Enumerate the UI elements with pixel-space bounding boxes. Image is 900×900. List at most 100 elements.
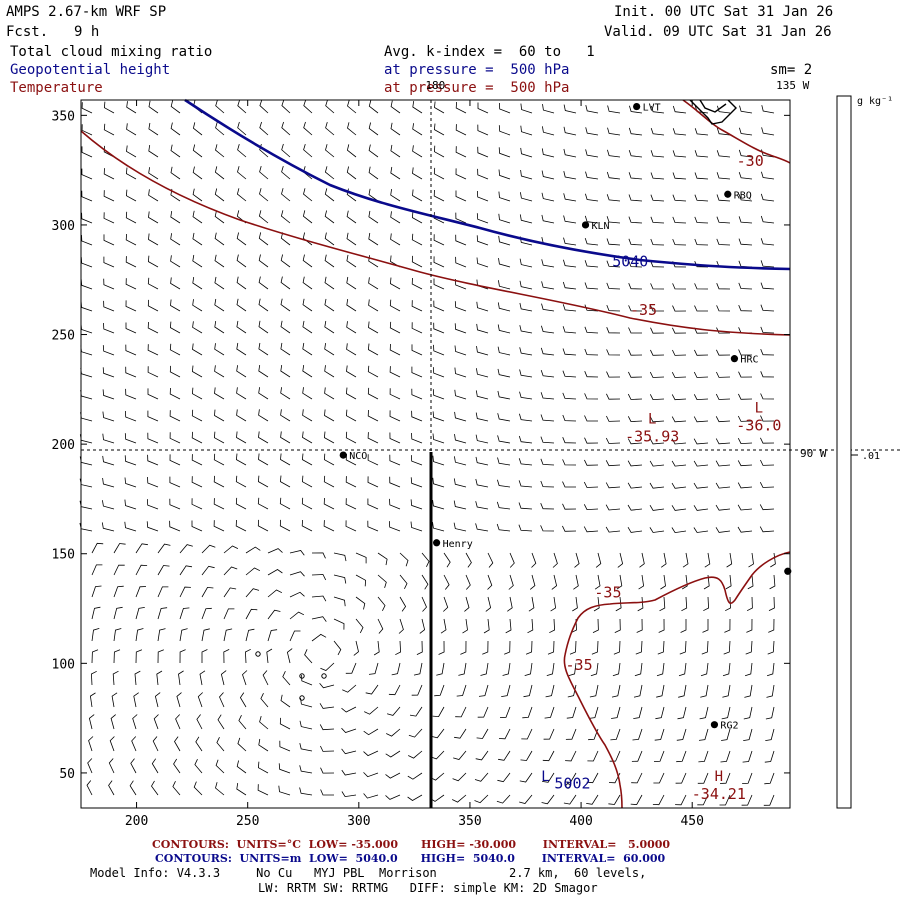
wind-barb: [81, 102, 93, 114]
wind-barb: [411, 300, 423, 312]
wind-barb: [135, 586, 147, 598]
wind-barb: [715, 527, 731, 533]
contour-labels-layer: -30 5040 -35 -35 -35 5002: [554, 152, 763, 793]
wind-barb: [355, 618, 364, 634]
wind-barb: [214, 321, 225, 334]
wind-barb: [584, 437, 599, 444]
wind-barb: [498, 147, 511, 158]
wind-barb: [760, 193, 775, 202]
wind-barb: [476, 301, 489, 312]
wind-barb: [693, 460, 709, 467]
wind-barb: [390, 189, 401, 202]
wind-barb: [236, 254, 247, 268]
wind-barb: [542, 126, 555, 136]
wind-barb: [102, 411, 115, 422]
wind-barb: [566, 706, 577, 719]
wind-barb: [333, 618, 345, 630]
wind-barb: [433, 212, 445, 224]
pressure-temperature: at pressure = 500 hPa: [384, 80, 570, 96]
wind-barb: [760, 437, 775, 444]
extremum-value: -36.0: [736, 417, 781, 435]
wind-barb: [676, 728, 687, 741]
wind-barb: [411, 255, 423, 268]
wind-barb: [280, 431, 291, 444]
wind-barb: [496, 501, 511, 510]
extremum-letter: L: [755, 401, 763, 417]
wind-barb: [126, 123, 137, 136]
forecast-value: 9 h: [74, 24, 100, 40]
wind-barb: [764, 750, 775, 763]
wind-barb: [346, 365, 357, 378]
wind-barb: [259, 715, 269, 730]
wind-barb: [390, 144, 401, 158]
wind-barb: [363, 728, 379, 736]
wind-barb: [496, 523, 511, 532]
wind-barb: [584, 326, 599, 334]
wind-barb: [518, 524, 533, 532]
wind-barb: [367, 343, 379, 356]
wind-barb: [716, 216, 731, 224]
wind-barb: [125, 388, 137, 400]
wind-barb: [191, 365, 203, 378]
calm-marker: [321, 673, 327, 679]
wind-barb: [540, 392, 555, 400]
wind-barb: [325, 99, 335, 114]
wind-barb: [631, 772, 643, 784]
wind-barb: [411, 366, 423, 378]
wind-barb: [80, 257, 93, 268]
wind-barb: [551, 574, 558, 590]
wind-barb: [737, 504, 753, 511]
wind-barb: [103, 212, 115, 224]
wind-barb: [258, 276, 269, 290]
wind-barb: [549, 618, 556, 634]
wind-barb: [201, 628, 210, 642]
wind-barb: [497, 435, 511, 444]
wind-barb: [157, 607, 168, 620]
calm-marker: [565, 783, 571, 789]
extremum-letter: L: [541, 769, 549, 785]
wind-barb: [303, 188, 313, 202]
wind-barb: [693, 527, 709, 533]
wind-barb: [258, 453, 269, 466]
wind-barb: [192, 299, 203, 312]
wind-barb: [650, 150, 665, 158]
wind-barb: [485, 596, 492, 612]
wind-barb: [655, 706, 665, 720]
wind-barb: [768, 618, 775, 633]
wind-barb: [497, 390, 511, 400]
wind-barb: [323, 475, 335, 488]
wind-barb: [157, 628, 166, 642]
wind-barb: [412, 123, 423, 136]
wind-barb: [760, 459, 775, 466]
wind-barb: [606, 371, 621, 378]
wind-barb: [475, 501, 489, 510]
wind-barb: [363, 772, 379, 778]
wind-barb: [410, 521, 423, 532]
wind-barb: [214, 232, 225, 246]
contour-label: -35: [594, 584, 621, 602]
wind-barb: [409, 706, 423, 717]
wind-barb: [715, 416, 731, 423]
wind-barb: [191, 476, 203, 488]
wind-barb: [126, 101, 137, 114]
wind-barb: [456, 684, 467, 697]
wind-barb: [333, 596, 346, 607]
wind-barb: [520, 750, 533, 761]
wind-barb: [649, 527, 665, 533]
wind-barb: [716, 127, 731, 136]
wind-barb: [169, 343, 181, 356]
wind-barb: [80, 345, 93, 356]
wind-barb: [217, 714, 225, 730]
wind-barb: [267, 548, 283, 554]
wind-barb: [434, 101, 445, 114]
wind-barb: [540, 525, 555, 532]
wind-barb: [562, 414, 577, 422]
wind-barb: [563, 104, 577, 114]
wind-barb: [421, 574, 429, 590]
wind-barb: [748, 552, 754, 568]
wind-barb: [280, 276, 291, 290]
wind-barb: [280, 320, 291, 334]
footer-height-contours: CONTOURS: UNITS=m LOW= 5040.0 HIGH= 5040…: [155, 852, 666, 865]
wind-barb: [259, 121, 269, 136]
wind-barb: [411, 410, 423, 422]
